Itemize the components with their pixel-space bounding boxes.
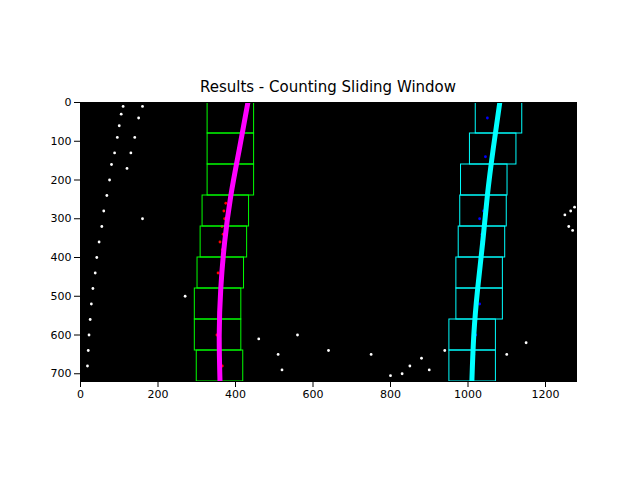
svg-text:500: 500 (51, 290, 72, 303)
svg-text:1000: 1000 (454, 388, 482, 401)
svg-text:700: 700 (51, 367, 72, 380)
svg-text:200: 200 (51, 174, 72, 187)
svg-text:600: 600 (51, 329, 72, 342)
svg-text:400: 400 (51, 251, 72, 264)
svg-text:400: 400 (225, 388, 246, 401)
svg-text:300: 300 (51, 212, 72, 225)
html-text:Results - Counting Sliding Win: Results - Counting Sliding Window (199, 78, 456, 96)
svg-text:100: 100 (51, 135, 72, 148)
svg-text:1200: 1200 (532, 388, 560, 401)
svg-text:800: 800 (380, 388, 401, 401)
svg-text:0: 0 (77, 388, 84, 401)
svg-text:0: 0 (65, 96, 72, 109)
svg-text:200: 200 (148, 388, 169, 401)
svg-text:600: 600 (303, 388, 324, 401)
